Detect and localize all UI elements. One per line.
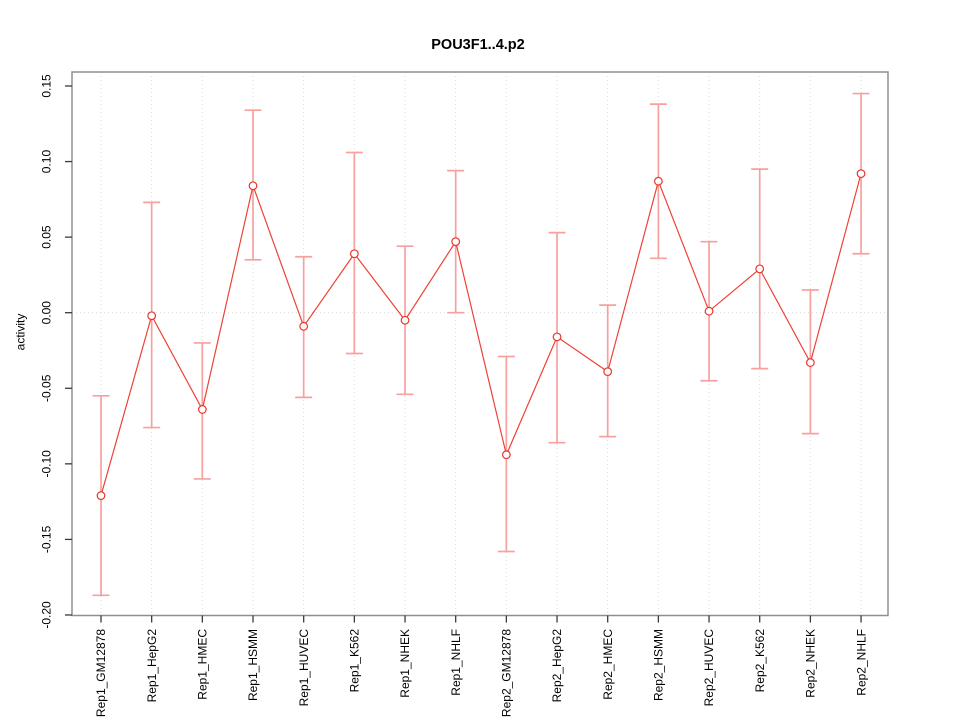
x-tick-label: Rep1_HMEC: [196, 629, 210, 700]
x-tick-label: Rep1_NHEK: [398, 629, 412, 698]
y-tick-label: -0.20: [40, 601, 54, 629]
plot-box: [71, 71, 889, 617]
x-tick-label: Rep1_HSMM: [246, 629, 260, 701]
data-point: [856, 169, 866, 179]
y-tick-label: 0.10: [40, 150, 54, 174]
x-tick-label: Rep2_NHEK: [804, 629, 818, 698]
data-point: [552, 332, 562, 342]
chart-title: POU3F1..4.p2: [431, 37, 524, 53]
data-point: [96, 491, 106, 500]
data-point: [603, 367, 613, 377]
data-point: [653, 176, 663, 186]
x-tick-label: Rep2_HSMM: [652, 629, 666, 701]
y-tick-label: -0.10: [40, 450, 54, 478]
x-tick-label: Rep2_HUVEC: [702, 629, 716, 707]
x-tick-label: Rep2_NHLF: [854, 629, 868, 696]
y-tick-label: 0.15: [40, 74, 54, 98]
data-point: [501, 450, 511, 460]
data-point: [349, 249, 359, 259]
y-tick-label: 0.05: [40, 225, 54, 249]
x-tick-label: Rep2_HMEC: [601, 629, 615, 700]
x-tick-label: Rep1_K562: [348, 629, 362, 693]
series-line: [100, 173, 862, 496]
data-point: [400, 315, 410, 325]
x-tick-label: Rep1_GM12878: [94, 629, 108, 717]
y-tick-label: -0.15: [40, 525, 54, 553]
data-point: [299, 321, 309, 331]
x-tick-label: Rep1_HUVEC: [297, 629, 311, 707]
data-point: [451, 237, 461, 247]
data-point: [704, 306, 714, 316]
y-tick-label: 0.00: [40, 301, 54, 325]
x-tick-label: Rep1_NHLF: [449, 629, 463, 696]
data-point: [147, 311, 157, 321]
x-tick-label: Rep1_HepG2: [145, 629, 159, 703]
x-tick-label: Rep2_GM12878: [500, 629, 514, 717]
data-point: [248, 181, 258, 191]
x-tick-label: Rep2_K562: [753, 629, 767, 693]
data-point: [197, 405, 207, 414]
y-tick-label: -0.05: [40, 374, 54, 402]
x-tick-label: Rep2_HepG2: [550, 629, 564, 703]
data-point: [755, 264, 765, 274]
data-point: [805, 358, 815, 367]
y-axis-label: activity: [14, 314, 28, 351]
